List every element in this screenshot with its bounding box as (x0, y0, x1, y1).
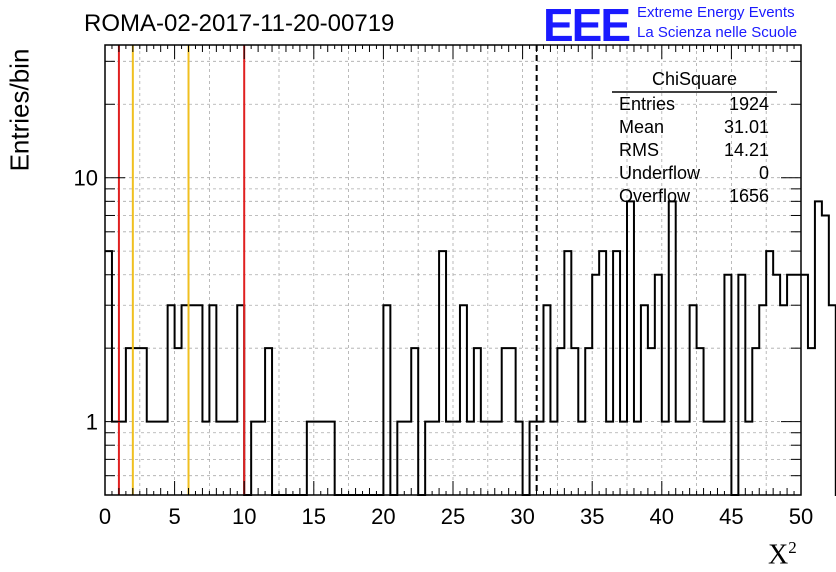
x-tick-label: 40 (650, 504, 674, 529)
stats-value: 1924 (729, 94, 769, 114)
y-tick-label: 1 (86, 410, 98, 435)
logo-line-2: La Scienza nelle Scuole (637, 24, 798, 41)
stats-value: 0 (759, 163, 769, 183)
stats-value: 14.21 (724, 140, 769, 160)
x-tick-label: 10 (232, 504, 256, 529)
x-tick-label: 35 (580, 504, 604, 529)
x-tick-label: 25 (441, 504, 465, 529)
x-tick-label: 5 (168, 504, 180, 529)
x-tick-label: 50 (789, 504, 813, 529)
stats-value: 31.01 (724, 117, 769, 137)
x-axis-label: X2 (768, 538, 797, 571)
x-tick-label: 15 (302, 504, 326, 529)
y-tick-label: 10 (74, 166, 98, 191)
run-title: ROMA-02-2017-11-20-00719 (84, 10, 395, 37)
stats-value: 1656 (729, 186, 769, 206)
stats-label: Underflow (619, 163, 701, 183)
eee-logo: EEE (543, 0, 631, 51)
x-tick-label: 30 (510, 504, 534, 529)
x-tick-label: 45 (719, 504, 743, 529)
x-tick-label: 20 (371, 504, 395, 529)
stats-label: Overflow (619, 186, 691, 206)
stats-label: Mean (619, 117, 664, 137)
logo-line-1: Extreme Energy Events (637, 4, 795, 21)
x-tick-label: 0 (99, 504, 111, 529)
stats-title: ChiSquare (652, 69, 737, 89)
stats-label: RMS (619, 140, 659, 160)
stats-label: Entries (619, 94, 675, 114)
